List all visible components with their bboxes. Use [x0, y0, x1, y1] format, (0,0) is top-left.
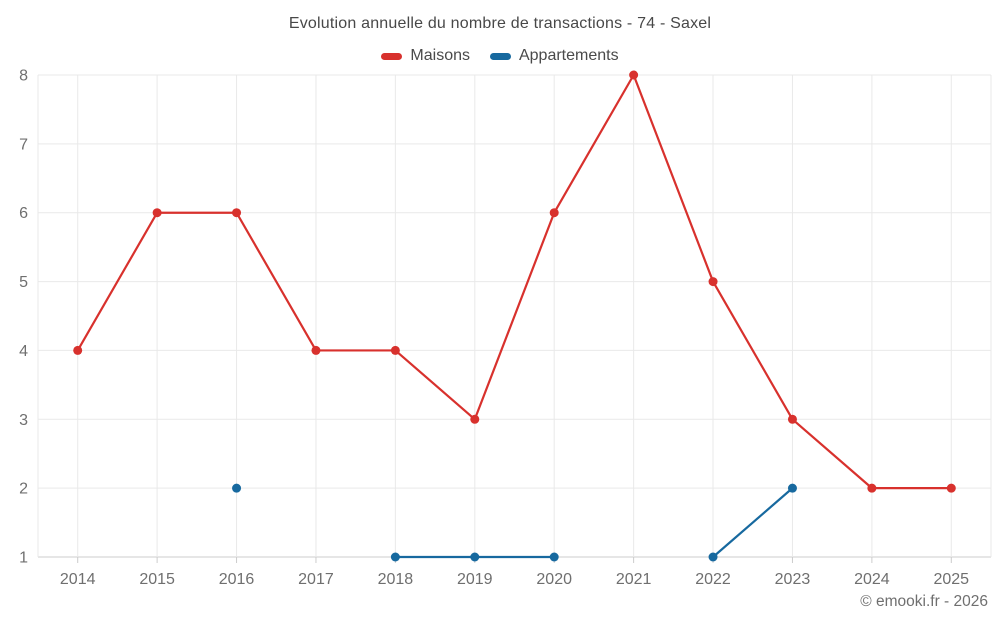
y-axis-tick-5: 5	[19, 274, 28, 291]
point-maisons-2021	[629, 70, 639, 80]
y-axis-tick-4: 4	[19, 343, 28, 360]
point-appartements-2020	[549, 552, 559, 562]
legend-label-appartements: Appartements	[518, 47, 619, 64]
copyright-footer: © emooki.fr - 2026	[860, 593, 988, 610]
x-axis-tick-2017: 2017	[298, 571, 334, 588]
point-maisons-2016	[232, 208, 242, 218]
point-appartements-2016	[232, 483, 242, 493]
point-maisons-2023	[787, 414, 797, 424]
y-axis-tick-7: 7	[19, 136, 28, 153]
y-axis-tick-1: 1	[19, 550, 28, 567]
line-maisons	[76, 73, 953, 490]
line-appartements	[711, 487, 794, 559]
chart-title: Evolution annuelle du nombre de transact…	[288, 15, 712, 32]
x-axis-tick-2021: 2021	[616, 571, 652, 588]
point-maisons-2018	[390, 345, 400, 355]
point-maisons-2015	[152, 208, 162, 218]
y-axis-tick-3: 3	[19, 412, 28, 429]
x-axis-tick-2014: 2014	[60, 571, 96, 588]
point-appartements-2022	[708, 552, 718, 562]
x-axis-tick-2024: 2024	[854, 571, 890, 588]
maisons-legend-marker-icon	[381, 52, 403, 60]
point-appartements-2018	[390, 552, 400, 562]
x-axis-tick-2019: 2019	[457, 571, 493, 588]
point-maisons-2025	[946, 483, 956, 493]
x-axis-tick-2025: 2025	[933, 571, 969, 588]
point-maisons-2024	[867, 483, 877, 493]
y-axis-tick-6: 6	[19, 205, 28, 222]
chart-legend: Maisons Appartements	[0, 45, 1000, 67]
point-maisons-2017	[311, 345, 321, 355]
y-axis-tick-2: 2	[19, 481, 28, 498]
point-maisons-2014	[73, 345, 83, 355]
point-maisons-2022	[708, 277, 718, 287]
legend-item-maisons[interactable]: Maisons	[381, 47, 470, 65]
point-appartements-2019	[470, 552, 480, 562]
x-axis-tick-2022: 2022	[695, 571, 731, 588]
x-axis-tick-2015: 2015	[139, 571, 175, 588]
point-appartements-2023	[787, 483, 797, 493]
x-axis-tick-2020: 2020	[536, 571, 572, 588]
y-axis-tick-8: 8	[19, 68, 28, 85]
x-axis-tick-2023: 2023	[775, 571, 811, 588]
point-maisons-2020	[549, 208, 559, 218]
legend-label-maisons: Maisons	[410, 47, 470, 64]
appartements-legend-marker-icon	[489, 52, 511, 60]
legend-item-appartements[interactable]: Appartements	[489, 47, 619, 65]
x-axis-tick-2016: 2016	[219, 571, 255, 588]
point-maisons-2019	[470, 414, 480, 424]
x-axis-tick-2018: 2018	[378, 571, 414, 588]
